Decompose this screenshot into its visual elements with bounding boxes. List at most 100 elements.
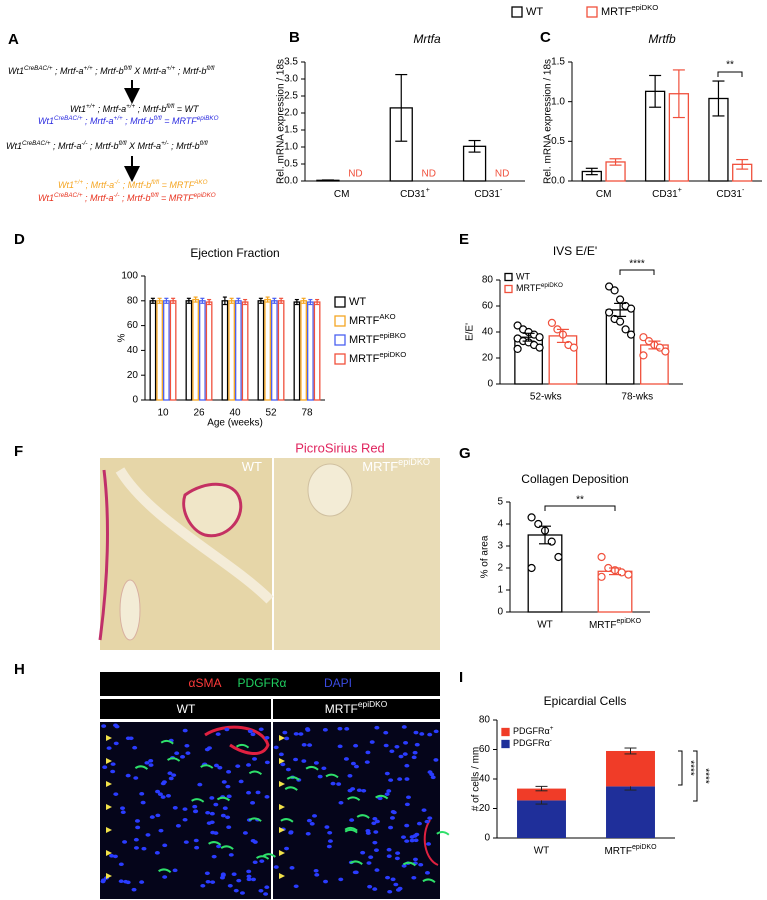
nucleus — [247, 729, 253, 734]
fibroblast — [134, 765, 149, 770]
nucleus — [385, 875, 391, 880]
y-axis-label: Rel. mRNA expression / 18s — [543, 59, 554, 184]
genotype-part: ; Mrtf-a — [83, 116, 114, 126]
nucleus — [412, 857, 418, 862]
nucleus — [165, 793, 171, 798]
nucleus — [135, 825, 141, 830]
legend-label-part: MRTF — [601, 6, 632, 18]
legend-marker — [334, 353, 346, 365]
nucleus — [264, 885, 270, 890]
legend-marker — [501, 727, 510, 737]
bar — [548, 335, 578, 385]
nucleus — [182, 807, 188, 811]
genotype: Wt1CreBAC/+ ; Mrtf-a-/- ; Mrtf-bfl/fl X … — [6, 140, 208, 151]
nucleus — [250, 801, 256, 805]
chart-title: Mrtfa — [413, 32, 441, 46]
y-tick-label: 0 — [132, 395, 138, 406]
nucleus — [125, 880, 131, 885]
legend-label: WT — [516, 271, 530, 281]
x-axis-label: Age (weeks) — [207, 418, 263, 429]
fibroblast — [347, 796, 361, 801]
significance-label: ** — [726, 60, 734, 71]
panel-label: E — [459, 231, 469, 248]
image-label-part: MRTF — [325, 702, 358, 716]
data-point — [547, 318, 557, 327]
genotype-part: ; Mrtf-a — [53, 66, 84, 76]
nucleus — [285, 767, 291, 772]
nucleus — [174, 751, 180, 756]
y-tick-label: 20 — [479, 803, 491, 814]
y-tick-label: 3.0 — [284, 74, 298, 85]
legend-marker — [511, 6, 523, 18]
nucleus — [401, 864, 407, 868]
bar — [185, 300, 193, 401]
data-point — [610, 286, 619, 295]
nucleus — [369, 740, 375, 744]
bar — [192, 298, 199, 401]
y-axis-label: E/E' — [465, 323, 476, 341]
legend-label-sup: epiDKO — [631, 3, 658, 12]
image-label: WT — [177, 702, 196, 716]
significance-label: ** — [576, 495, 584, 506]
nucleus — [133, 846, 139, 850]
nucleus — [305, 831, 311, 836]
fibroblast — [200, 764, 214, 769]
y-axis-label: Rel. mRNA expression / 18s — [276, 59, 287, 184]
nucleus — [250, 877, 256, 882]
x-tick-label: CM — [596, 189, 612, 200]
nucleus — [246, 877, 252, 882]
y-axis-label: # of cells / mm — [471, 747, 482, 811]
nucleus — [413, 730, 419, 735]
genotype-part: ; Mrtf-a — [83, 193, 114, 203]
nucleus — [120, 806, 126, 810]
bar — [271, 300, 278, 401]
y-tick-label: 40 — [127, 345, 139, 356]
nucleus — [433, 758, 439, 762]
nucleus — [155, 789, 161, 794]
legend-label: MRTFepiDKO — [516, 282, 563, 293]
nucleus — [293, 757, 299, 762]
nucleus — [205, 879, 211, 884]
legend-marker — [504, 284, 513, 294]
nucleus — [360, 850, 366, 855]
nucleus — [259, 859, 265, 863]
image-label-sup: epiDKO — [358, 699, 388, 709]
image-label: MRTFepiDKO — [362, 457, 430, 474]
bar-segment — [606, 750, 655, 787]
nucleus — [209, 811, 215, 816]
x-tick-label: CD31- — [474, 187, 503, 199]
x-tick-label-sup: + — [426, 187, 430, 194]
fibroblast — [160, 739, 174, 745]
nucleus — [139, 880, 145, 884]
image-label-part: MRTF — [362, 459, 398, 474]
value-label: ND — [422, 169, 436, 180]
genotype-sup: epiDKO — [194, 192, 216, 199]
nucleus — [352, 870, 358, 875]
nucleus — [371, 821, 377, 826]
x-tick-label: CD31+ — [400, 187, 430, 199]
nucleus — [347, 774, 353, 778]
fibroblast — [235, 743, 250, 749]
epicardial-marker — [279, 735, 285, 741]
nucleus — [155, 813, 161, 818]
nucleus — [365, 828, 371, 833]
epicardial-marker — [279, 873, 285, 879]
epicardial-marker — [279, 758, 285, 764]
nucleus — [413, 838, 419, 843]
nucleus — [252, 757, 258, 761]
chart-title: Mrtfb — [648, 32, 676, 46]
nucleus — [312, 814, 318, 818]
nucleus — [306, 818, 312, 823]
panel-label: F — [14, 443, 23, 460]
epicardial-marker — [279, 827, 285, 833]
fibroblast — [349, 860, 363, 865]
y-tick-label: 80 — [482, 275, 494, 286]
genotype: Wt1CreBAC/+ ; Mrtf-a+/+ ; Mrtf-bfl/fl X … — [8, 65, 215, 76]
nucleus — [158, 828, 164, 833]
nucleus — [220, 813, 226, 818]
x-tick-label-sup: + — [678, 187, 682, 194]
nucleus — [213, 763, 219, 768]
legend-label-part: MRTF — [516, 283, 541, 293]
nucleus — [284, 736, 290, 741]
